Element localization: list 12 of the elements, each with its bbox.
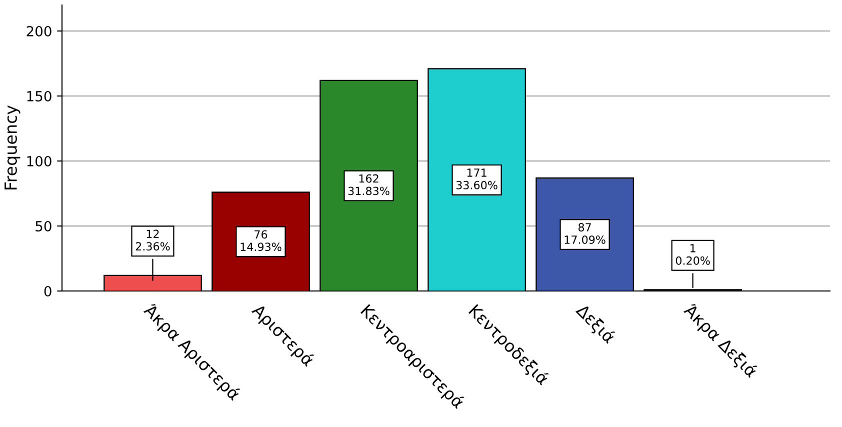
y-tick-label: 50 <box>36 220 52 232</box>
y-axis-title: Frequency <box>4 105 20 190</box>
data-label: 1 0.20% <box>676 244 710 265</box>
y-tick-label: 200 <box>26 26 52 36</box>
data-label: 171 33.60% <box>456 168 498 190</box>
data-label: 76 14.93% <box>240 230 282 252</box>
data-label: 162 31.83% <box>348 174 390 196</box>
y-tick-label: 150 <box>27 90 52 102</box>
y-tick-label: 100 <box>27 156 52 166</box>
y-tick-label: 0 <box>44 286 52 296</box>
data-label: 87 17.09% <box>564 223 606 244</box>
data-label: 12 2.36% <box>136 230 170 251</box>
